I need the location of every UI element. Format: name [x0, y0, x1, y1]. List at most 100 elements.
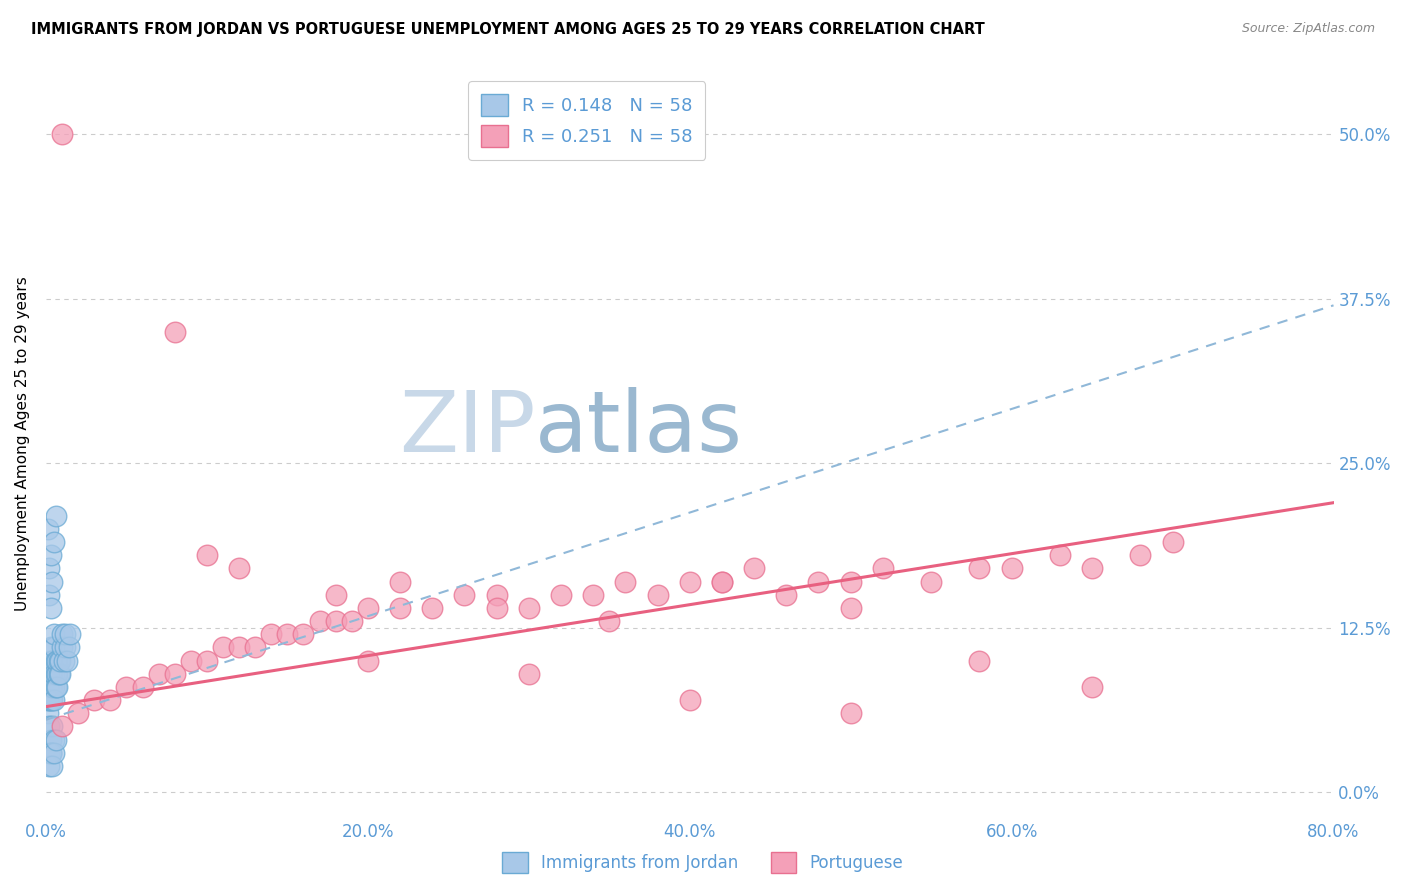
Point [41, 719, 63, 733]
Point [598, 614, 620, 628]
Point [710, 574, 733, 589]
Point [839, 601, 862, 615]
Point [46, 680, 69, 694]
Point [41, 654, 63, 668]
Point [969, 561, 991, 575]
Point [325, 588, 347, 602]
Point [325, 614, 347, 628]
Point [742, 561, 765, 575]
Point [38, 680, 60, 694]
Point [83, 693, 105, 707]
Point [389, 601, 412, 615]
Point [969, 654, 991, 668]
Point [148, 666, 170, 681]
Point [45, 680, 67, 694]
Point [357, 601, 380, 615]
Point [920, 574, 942, 589]
Point [38, 693, 60, 707]
Point [245, 640, 267, 655]
Point [389, 574, 412, 589]
Point [45, 508, 67, 523]
Point [37, 693, 59, 707]
Point [48, 654, 70, 668]
Point [38, 588, 60, 602]
Point [115, 680, 138, 694]
Point [1129, 549, 1152, 563]
Point [839, 574, 862, 589]
Point [647, 588, 669, 602]
Point [228, 640, 250, 655]
Point [42, 640, 65, 655]
Point [53, 640, 76, 655]
Point [46, 654, 69, 668]
Point [679, 693, 702, 707]
Point [582, 588, 605, 602]
Point [39, 746, 62, 760]
Point [46, 666, 69, 681]
Point [38, 666, 60, 681]
Point [45, 666, 67, 681]
Point [42, 693, 65, 707]
Point [39, 666, 62, 681]
Text: Source: ZipAtlas.com: Source: ZipAtlas.com [1241, 22, 1375, 36]
Point [517, 601, 540, 615]
Point [58, 640, 80, 655]
Point [420, 601, 443, 615]
Point [39, 732, 62, 747]
Point [67, 706, 90, 721]
Point [517, 666, 540, 681]
Point [52, 654, 75, 668]
Point [38, 561, 60, 575]
Point [839, 706, 862, 721]
Point [39, 693, 62, 707]
Point [38, 759, 60, 773]
Point [48, 666, 70, 681]
Point [195, 654, 218, 668]
Point [56, 654, 79, 668]
Point [59, 627, 82, 641]
Point [1081, 680, 1104, 694]
Point [1081, 561, 1104, 575]
Point [228, 561, 250, 575]
Point [49, 654, 72, 668]
Point [357, 654, 380, 668]
Text: atlas: atlas [536, 387, 744, 470]
Point [41, 759, 63, 773]
Legend: R = 0.148   N = 58, R = 0.251   N = 58: R = 0.148 N = 58, R = 0.251 N = 58 [468, 81, 706, 160]
Point [340, 614, 363, 628]
Point [163, 666, 186, 681]
Point [45, 732, 67, 747]
Point [212, 640, 235, 655]
Point [41, 693, 63, 707]
Y-axis label: Unemployment Among Ages 25 to 29 years: Unemployment Among Ages 25 to 29 years [15, 277, 30, 611]
Point [276, 627, 298, 641]
Point [485, 588, 508, 602]
Point [260, 627, 283, 641]
Point [45, 654, 67, 668]
Point [807, 574, 830, 589]
Point [292, 627, 315, 641]
Point [51, 627, 73, 641]
Point [51, 640, 73, 655]
Point [485, 601, 508, 615]
Point [39, 601, 62, 615]
Point [195, 549, 218, 563]
Point [131, 680, 153, 694]
Point [42, 680, 65, 694]
Point [710, 574, 733, 589]
Point [453, 588, 475, 602]
Point [180, 654, 202, 668]
Text: ZIP: ZIP [399, 387, 536, 470]
Point [550, 588, 572, 602]
Point [41, 666, 63, 681]
Point [37, 706, 59, 721]
Point [53, 627, 76, 641]
Point [51, 719, 73, 733]
Point [41, 680, 63, 694]
Point [614, 574, 637, 589]
Point [39, 654, 62, 668]
Text: IMMIGRANTS FROM JORDAN VS PORTUGUESE UNEMPLOYMENT AMONG AGES 25 TO 29 YEARS CORR: IMMIGRANTS FROM JORDAN VS PORTUGUESE UNE… [31, 22, 984, 37]
Point [49, 666, 72, 681]
Point [42, 535, 65, 549]
Point [39, 746, 62, 760]
